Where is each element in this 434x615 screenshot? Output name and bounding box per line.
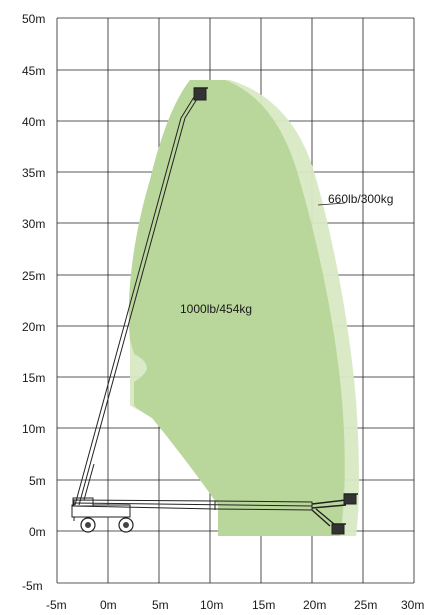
x-tick: 5m: [152, 598, 169, 612]
horizontal-jib: [311, 499, 347, 509]
y-tick: 10m: [22, 422, 45, 436]
x-axis-ticks: -5m 0m 5m 10m 15m 20m 25m 30m: [46, 598, 424, 612]
y-tick: 15m: [22, 371, 45, 385]
y-tick: 20m: [22, 320, 45, 334]
x-tick: 30m: [401, 598, 424, 612]
y-tick: 35m: [22, 166, 45, 180]
x-tick: 20m: [303, 598, 326, 612]
x-tick: 15m: [252, 598, 275, 612]
y-tick: 0m: [29, 525, 46, 539]
y-tick: 30m: [22, 217, 45, 231]
x-tick: -5m: [46, 598, 67, 612]
platform-basket-horizontal: [343, 493, 358, 505]
y-tick: 45m: [22, 64, 45, 78]
lift-chassis: [71, 497, 131, 521]
wheels: [80, 517, 134, 533]
envelope-1000lb-zone: [128, 80, 345, 536]
x-tick: 25m: [354, 598, 377, 612]
zone-label-1000lb: 1000lb/454kg: [180, 302, 252, 316]
y-tick: 50m: [22, 12, 45, 26]
x-tick: 10m: [200, 598, 223, 612]
y-tick: 25m: [22, 269, 45, 283]
label-pointer: [317, 202, 346, 206]
platform-basket-raised: [193, 87, 208, 101]
x-tick: 0m: [100, 598, 117, 612]
y-tick: 40m: [22, 115, 45, 129]
raised-boom: [74, 96, 198, 506]
y-tick: 5m: [29, 474, 46, 488]
zone-label-660lb: 660lb/300kg: [328, 192, 393, 206]
platform-basket-lowered: [331, 523, 346, 535]
y-tick: -5m: [22, 579, 43, 593]
lowered-jib: [311, 508, 335, 527]
y-axis-ticks: 50m 45m 40m 35m 30m 25m 20m 15m 10m 5m 0…: [22, 12, 46, 593]
